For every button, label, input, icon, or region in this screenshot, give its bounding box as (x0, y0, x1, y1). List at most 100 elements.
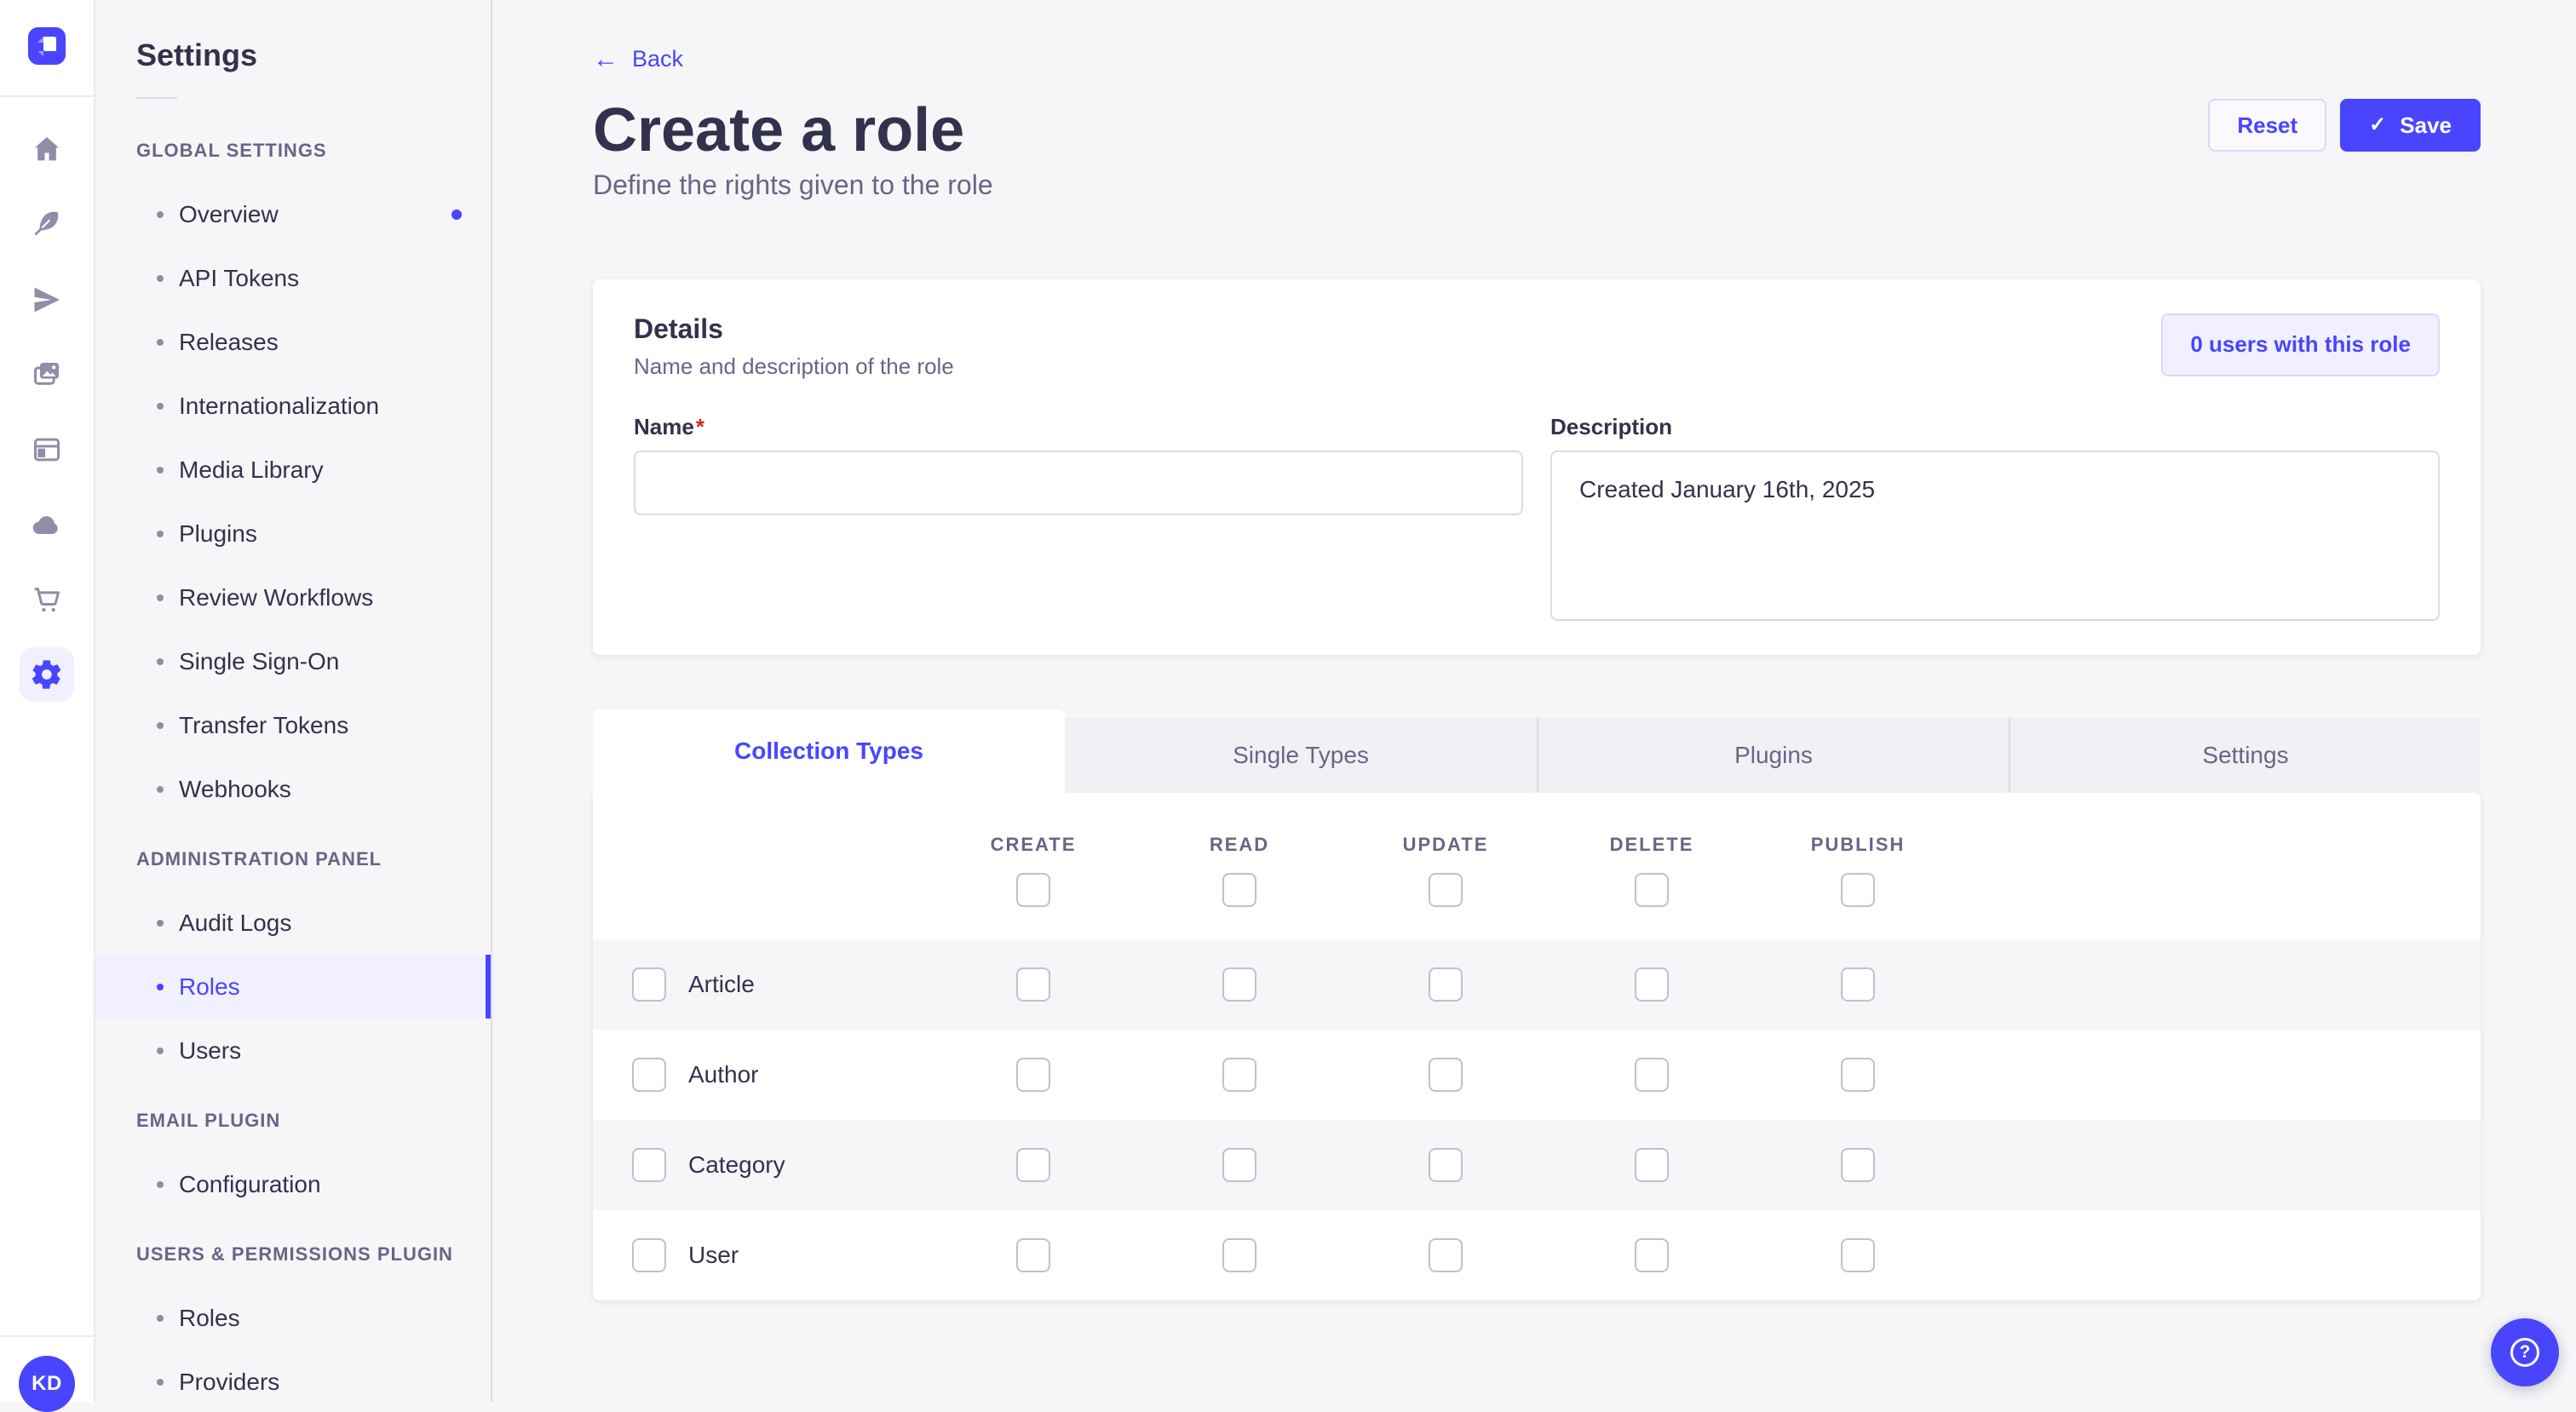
row-select-checkbox[interactable] (632, 967, 666, 1002)
select-all-read-checkbox[interactable] (1222, 872, 1256, 907)
bullet-icon (157, 530, 164, 537)
publish-checkbox[interactable] (1841, 1237, 1875, 1272)
row-label: Article (688, 970, 755, 997)
delete-checkbox[interactable] (1635, 1147, 1669, 1182)
bullet-icon (157, 1047, 164, 1054)
sidebar-item-plugins[interactable]: Plugins (95, 502, 491, 565)
page-subtitle: Define the rights given to the role (593, 169, 993, 200)
reset-button[interactable]: Reset (2208, 99, 2327, 152)
help-button[interactable]: ? (2491, 1318, 2559, 1386)
read-checkbox[interactable] (1222, 1237, 1256, 1272)
row-select-checkbox[interactable] (632, 1057, 666, 1092)
permissions-table-head: CREATE READ UPDATE DELETE PUBLISH (593, 793, 2481, 939)
section-administration-panel: ADMINISTRATION PANEL Audit Logs Roles Us… (95, 848, 491, 1082)
sidebar-item-transfer-tokens[interactable]: Transfer Tokens (95, 693, 491, 757)
sidebar-item-roles-up[interactable]: Roles (95, 1286, 491, 1350)
main-content: ← Back Create a role Define the rights g… (492, 0, 2576, 1402)
bullet-icon (157, 919, 164, 927)
row-name-cell: User (593, 1237, 930, 1272)
publish-checkbox[interactable] (1841, 967, 1875, 1002)
bullet-icon (157, 274, 164, 282)
name-input[interactable] (634, 450, 1523, 515)
select-all-delete-checkbox[interactable] (1635, 872, 1669, 907)
column-labels-row: CREATE READ UPDATE DELETE PUBLISH (593, 834, 2481, 856)
check-icon: ✓ (2369, 113, 2387, 136)
table-row-author: Author (593, 1030, 2481, 1120)
sidebar-item-audit-logs[interactable]: Audit Logs (95, 891, 491, 955)
row-select-checkbox[interactable] (632, 1237, 666, 1272)
table-row-user: User (593, 1210, 2481, 1300)
subnav-title: Settings (136, 37, 258, 72)
select-all-update-checkbox[interactable] (1429, 872, 1463, 907)
sidebar-item-internationalization[interactable]: Internationalization (95, 374, 491, 438)
cart-icon[interactable] (20, 572, 74, 627)
create-checkbox[interactable] (1016, 1057, 1050, 1092)
sidebar-item-users[interactable]: Users (95, 1019, 491, 1082)
create-checkbox[interactable] (1016, 1147, 1050, 1182)
read-checkbox[interactable] (1222, 967, 1256, 1002)
sidebar-item-single-sign-on[interactable]: Single Sign-On (95, 629, 491, 693)
sidebar-item-overview[interactable]: Overview (95, 182, 491, 246)
tab-collection-types[interactable]: Collection Types (593, 709, 1065, 793)
description-textarea[interactable]: Created January 16th, 2025 (1550, 450, 2440, 621)
home-icon[interactable] (20, 123, 74, 177)
update-checkbox[interactable] (1429, 1237, 1463, 1272)
sidebar-item-webhooks[interactable]: Webhooks (95, 757, 491, 821)
update-checkbox[interactable] (1429, 967, 1463, 1002)
details-subheading: Name and description of the role (634, 353, 954, 379)
delete-checkbox[interactable] (1635, 1237, 1669, 1272)
section-header: USERS & PERMISSIONS PLUGIN (136, 1243, 453, 1265)
bullet-icon (157, 1314, 164, 1322)
users-with-role-button[interactable]: 0 users with this role (2161, 313, 2440, 376)
select-all-create-checkbox[interactable] (1016, 872, 1050, 907)
user-avatar[interactable]: KD (19, 1356, 75, 1412)
sidebar-item-review-workflows[interactable]: Review Workflows (95, 565, 491, 629)
column-header-read: READ (1209, 833, 1270, 855)
publish-checkbox[interactable] (1841, 1147, 1875, 1182)
required-asterisk: * (695, 413, 704, 439)
sidebar-item-releases[interactable]: Releases (95, 310, 491, 374)
name-field-group: Name * (634, 414, 1523, 628)
bullet-icon (157, 466, 164, 474)
select-all-publish-checkbox[interactable] (1841, 872, 1875, 907)
back-arrow-icon: ← (593, 44, 618, 73)
feather-pen-icon[interactable] (20, 198, 74, 252)
row-select-checkbox[interactable] (632, 1147, 666, 1182)
back-link[interactable]: ← Back (593, 46, 683, 72)
paper-plane-icon[interactable] (20, 273, 74, 327)
sidebar-item-configuration[interactable]: Configuration (95, 1152, 491, 1216)
layout-icon[interactable] (20, 422, 74, 477)
update-checkbox[interactable] (1429, 1057, 1463, 1092)
bullet-icon (157, 338, 164, 346)
strapi-logo-glyph (28, 27, 66, 65)
details-fields: Name * Description Created January 16th, … (634, 414, 2440, 628)
sidebar-item-providers[interactable]: Providers (95, 1350, 491, 1402)
gear-icon[interactable] (20, 647, 74, 702)
tab-settings[interactable]: Settings (2009, 717, 2481, 793)
delete-checkbox[interactable] (1635, 967, 1669, 1002)
row-name-cell: Category (593, 1147, 930, 1182)
sidebar-item-api-tokens[interactable]: API Tokens (95, 246, 491, 310)
update-checkbox[interactable] (1429, 1147, 1463, 1182)
sidebar-item-media-library[interactable]: Media Library (95, 438, 491, 502)
question-mark-icon: ? (2510, 1338, 2539, 1367)
media-library-icon[interactable] (20, 347, 74, 402)
create-checkbox[interactable] (1016, 967, 1050, 1002)
create-checkbox[interactable] (1016, 1237, 1050, 1272)
strapi-logo[interactable] (28, 27, 66, 65)
read-checkbox[interactable] (1222, 1057, 1256, 1092)
permissions-table: CREATE READ UPDATE DELETE PUBLISH (593, 792, 2481, 1300)
save-button[interactable]: ✓ Save (2340, 99, 2481, 152)
sidebar-item-roles-admin[interactable]: Roles (95, 955, 491, 1019)
description-label: Description (1550, 413, 1673, 439)
tab-single-types[interactable]: Single Types (1065, 717, 1537, 793)
cloud-icon[interactable] (20, 497, 74, 552)
delete-checkbox[interactable] (1635, 1057, 1669, 1092)
header-actions: Reset ✓ Save (2208, 99, 2481, 152)
details-card-titles: Details Name and description of the role (634, 313, 954, 380)
table-row-article: Article (593, 938, 2481, 1030)
publish-checkbox[interactable] (1841, 1057, 1875, 1092)
read-checkbox[interactable] (1222, 1147, 1256, 1182)
bullet-icon (157, 210, 164, 218)
tab-plugins[interactable]: Plugins (1537, 717, 2009, 793)
